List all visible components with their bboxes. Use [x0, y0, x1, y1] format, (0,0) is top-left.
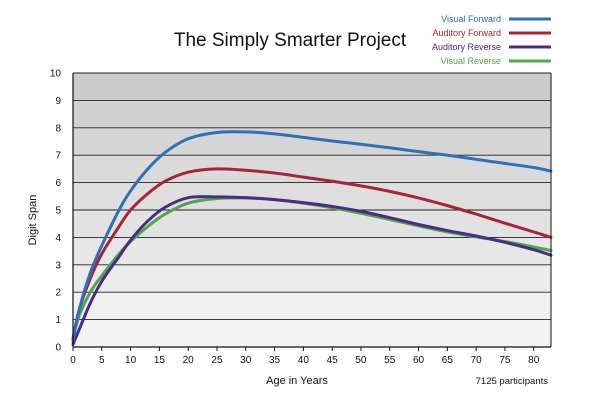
series-lines — [71, 130, 553, 346]
plot-band — [73, 100, 551, 128]
y-tick-label: 3 — [55, 260, 61, 271]
y-axis-label: Digit Span — [27, 195, 39, 246]
x-tick-label: 20 — [183, 355, 195, 366]
y-tick-label: 8 — [55, 123, 61, 134]
plot-band — [73, 73, 551, 101]
x-tick-label: 60 — [413, 355, 425, 366]
y-tick-label: 2 — [55, 288, 61, 299]
plot-band — [73, 127, 551, 156]
participants-note: 7125 participants — [476, 376, 549, 387]
y-tick-label: 0 — [55, 343, 61, 354]
y-tick-label: 7 — [55, 151, 61, 162]
x-axis-label: Age in Years — [266, 375, 328, 387]
x-tick-label: 0 — [70, 355, 76, 366]
x-tick-label: 30 — [240, 355, 252, 366]
plot-band — [73, 319, 551, 347]
x-tick-label: 45 — [327, 355, 339, 366]
legend-label-visual-reverse: Visual Reverse — [441, 56, 501, 66]
chart-title: The Simply Smarter Project — [174, 30, 407, 51]
x-tick-label: 15 — [154, 355, 166, 366]
x-tick-label: 75 — [499, 355, 511, 366]
y-tick-label: 4 — [55, 233, 61, 244]
tick-labels: 0 5 10 15 20 25 30 35 40 45 50 55 60 65 70 75 8001234567… — [50, 69, 540, 367]
y-tick-label: 1 — [55, 315, 61, 326]
x-tick-label: 35 — [269, 355, 281, 366]
x-tick-label: 5 — [99, 355, 105, 366]
series-line-auditory-forward — [71, 167, 553, 341]
y-tick-label: 6 — [55, 178, 61, 189]
series-line-visual-forward — [71, 130, 553, 344]
gridlines — [73, 72, 551, 321]
x-tick-label: 40 — [298, 355, 310, 366]
legend-label-visual-forward: Visual Forward — [441, 14, 501, 24]
y-tick-label: 10 — [50, 69, 62, 80]
series-line-auditory-reverse — [71, 195, 553, 346]
x-tick-label: 25 — [211, 355, 223, 366]
plot-band — [73, 264, 551, 293]
legend: Visual Forward Auditory Forward Auditory R… — [432, 14, 551, 66]
legend-label-auditory-reverse: Auditory Reverse — [432, 42, 501, 52]
y-tick-label: 9 — [55, 96, 61, 107]
legend-label-auditory-forward: Auditory Forward — [432, 28, 501, 38]
axes — [72, 73, 552, 351]
x-tick-label: 10 — [125, 355, 137, 366]
y-tick-label: 5 — [55, 206, 61, 217]
x-tick-label: 80 — [528, 355, 540, 366]
x-tick-label: 65 — [442, 355, 454, 366]
x-tick-label: 70 — [471, 355, 483, 366]
x-tick-label: 55 — [384, 355, 396, 366]
plot-band — [73, 237, 551, 265]
x-tick-label: 50 — [355, 355, 367, 366]
plot-band — [73, 292, 551, 320]
